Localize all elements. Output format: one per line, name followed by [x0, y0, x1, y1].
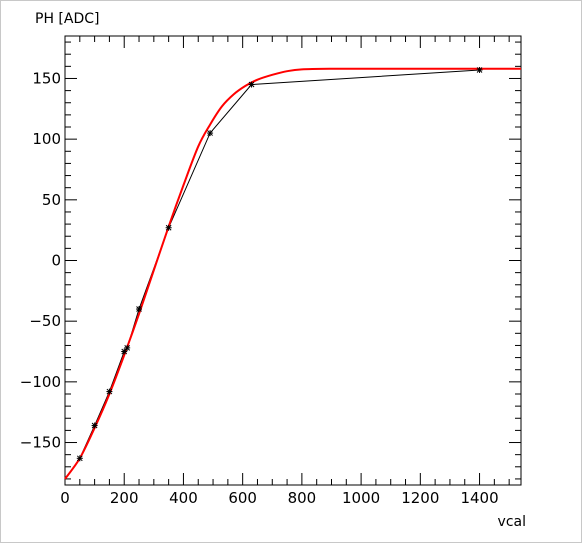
- data-point: [207, 130, 214, 137]
- y-tick-label: 100: [32, 130, 61, 148]
- data-point: [76, 455, 83, 462]
- x-tick-label: 0: [60, 489, 70, 507]
- x-axis-ticks: 0 200 400 600 800 1000 1200 1400: [60, 36, 510, 507]
- x-tick-label: 400: [169, 489, 198, 507]
- y-tick-label: −100: [20, 373, 61, 391]
- x-tick-label: 200: [110, 489, 139, 507]
- fit-curve: [64, 67, 521, 480]
- x-tick-label: 1200: [401, 489, 439, 507]
- y-axis-ticks: −150 −100 −50 0 50 100 150: [20, 41, 521, 480]
- y-tick-label: 150: [32, 69, 61, 87]
- data-point: [248, 81, 255, 88]
- y-tick-label: 50: [42, 191, 61, 209]
- data-point: [91, 422, 98, 429]
- x-axis-title: vcal: [498, 514, 526, 530]
- y-axis-title: PH [ADC]: [35, 11, 99, 27]
- x-tick-label: 1400: [460, 489, 498, 507]
- series-layer: [64, 66, 521, 480]
- y-tick-label: −150: [20, 434, 61, 452]
- data-point: [106, 388, 113, 395]
- plot-frame: [64, 35, 522, 486]
- y-tick-label: −50: [29, 312, 61, 330]
- x-tick-label: 1000: [342, 489, 380, 507]
- x-tick-label: 600: [228, 489, 257, 507]
- data-point: [165, 224, 172, 231]
- y-tick-label: 0: [51, 252, 61, 270]
- data-point: [124, 344, 131, 351]
- data-point: [476, 66, 483, 73]
- data-line: [79, 69, 480, 459]
- data-point: [136, 306, 143, 313]
- x-tick-label: 800: [288, 489, 317, 507]
